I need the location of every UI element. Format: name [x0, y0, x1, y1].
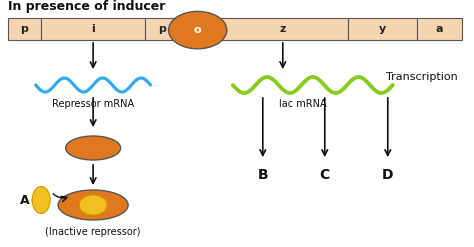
Text: In presence of inducer: In presence of inducer	[8, 0, 165, 13]
Text: D: D	[382, 168, 393, 182]
Text: z: z	[280, 24, 286, 34]
FancyBboxPatch shape	[348, 18, 417, 40]
Text: Transcription: Transcription	[386, 72, 458, 82]
FancyBboxPatch shape	[8, 18, 41, 40]
Text: A: A	[19, 193, 29, 206]
Text: p: p	[158, 24, 166, 34]
Text: p: p	[20, 24, 28, 34]
Text: y: y	[379, 24, 386, 34]
Text: Repressor mRNA: Repressor mRNA	[52, 99, 134, 109]
Ellipse shape	[58, 190, 128, 220]
Text: B: B	[257, 168, 268, 182]
Text: a: a	[436, 24, 443, 34]
Text: (Inactive repressor): (Inactive repressor)	[46, 227, 141, 237]
FancyBboxPatch shape	[41, 18, 146, 40]
FancyBboxPatch shape	[417, 18, 462, 40]
Ellipse shape	[169, 11, 227, 49]
Text: C: C	[319, 168, 330, 182]
Ellipse shape	[79, 195, 107, 215]
Text: o: o	[194, 25, 201, 35]
FancyBboxPatch shape	[178, 18, 217, 40]
FancyBboxPatch shape	[146, 18, 178, 40]
FancyBboxPatch shape	[217, 18, 348, 40]
Ellipse shape	[32, 186, 50, 213]
Text: i: i	[91, 24, 95, 34]
Ellipse shape	[65, 136, 120, 160]
Text: lac mRNA: lac mRNA	[279, 99, 327, 109]
